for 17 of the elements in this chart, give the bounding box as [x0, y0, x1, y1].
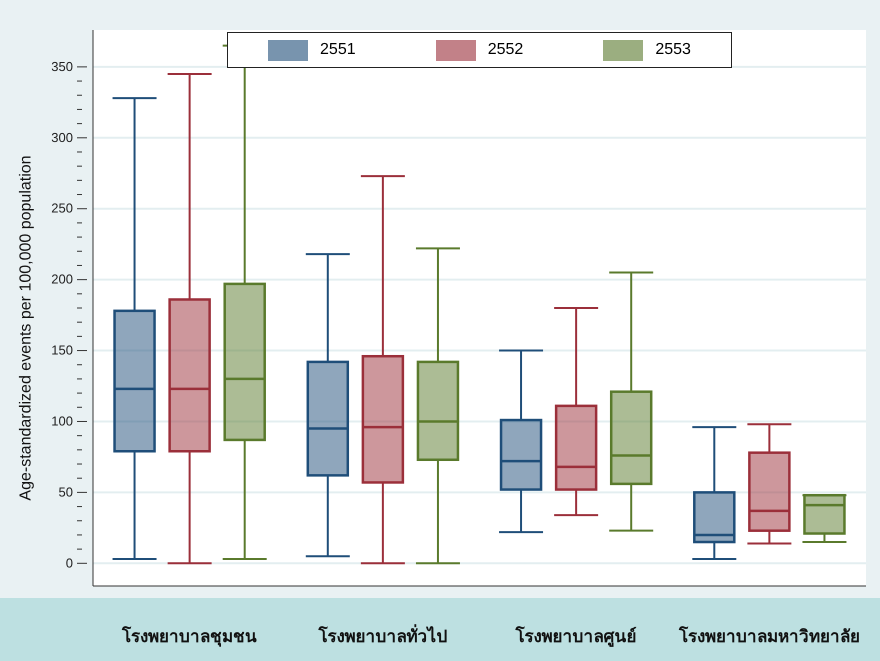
legend: 2551 2552 2553 — [227, 32, 732, 68]
x-tick-label: โรงพยาบาลมหาวิทยาลัย — [678, 626, 860, 646]
y-tick-label: 250 — [51, 200, 73, 216]
y-tick-label: 0 — [66, 555, 73, 570]
y-tick-label: 350 — [51, 58, 73, 74]
y-tick-label: 200 — [51, 272, 73, 287]
y-axis-title: Age-standardized events per 100,000 population — [18, 155, 35, 501]
y-tick-label: 150 — [51, 342, 73, 358]
y-tick-label: 50 — [58, 484, 73, 500]
y-tick-label: 100 — [51, 413, 73, 428]
x-tick-label: โรงพยาบาลทั่วไป — [317, 624, 448, 646]
y-tick-label: 300 — [51, 130, 73, 145]
legend-label: 2553 — [655, 41, 691, 59]
x-tick-label: โรงพยาบาลศูนย์ — [514, 626, 637, 648]
x-tick-label: โรงพยาบาลชุมชน — [121, 626, 258, 647]
legend-label: 2552 — [488, 41, 524, 59]
legend-label: 2551 — [320, 41, 356, 59]
